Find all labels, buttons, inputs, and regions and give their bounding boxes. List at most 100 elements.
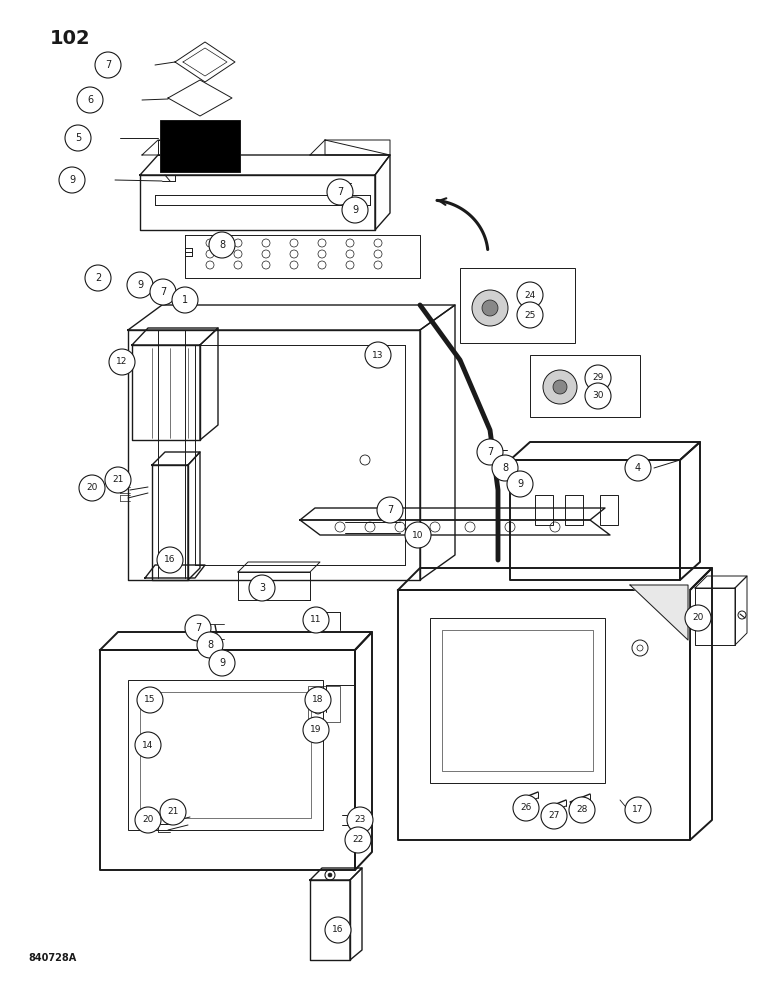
Circle shape (325, 917, 351, 943)
Circle shape (328, 873, 332, 877)
Text: 6: 6 (87, 95, 93, 105)
Circle shape (105, 467, 131, 493)
Circle shape (625, 455, 651, 481)
Circle shape (585, 383, 611, 409)
Text: 27: 27 (548, 812, 560, 820)
Circle shape (342, 197, 368, 223)
Circle shape (472, 290, 508, 326)
Text: 11: 11 (310, 615, 321, 624)
Circle shape (249, 575, 275, 601)
Bar (565, 495, 583, 525)
Bar (600, 495, 618, 525)
Circle shape (77, 87, 103, 113)
Text: 9: 9 (352, 205, 358, 215)
Circle shape (209, 650, 235, 676)
Text: 840728A: 840728A (28, 953, 76, 963)
Circle shape (585, 365, 611, 391)
Text: 18: 18 (312, 696, 324, 704)
Bar (430, 618, 605, 783)
Text: 21: 21 (112, 476, 124, 485)
Text: 3: 3 (259, 583, 265, 593)
Text: 13: 13 (372, 351, 384, 360)
Circle shape (79, 475, 105, 501)
Text: 15: 15 (144, 696, 156, 704)
Text: 16: 16 (165, 556, 176, 564)
Circle shape (95, 52, 121, 78)
Bar (128, 680, 323, 830)
Circle shape (150, 279, 176, 305)
Circle shape (405, 522, 431, 548)
Circle shape (65, 125, 91, 151)
Text: 10: 10 (413, 530, 424, 540)
Text: 20: 20 (693, 613, 704, 622)
Text: 24: 24 (524, 290, 536, 300)
Text: 16: 16 (332, 926, 344, 934)
Text: 9: 9 (517, 479, 523, 489)
Circle shape (327, 179, 353, 205)
Circle shape (553, 380, 567, 394)
Text: 1: 1 (182, 295, 188, 305)
Text: 9: 9 (219, 658, 225, 668)
Text: 30: 30 (592, 391, 604, 400)
Text: 7: 7 (195, 623, 201, 633)
Circle shape (365, 342, 391, 368)
Text: 7: 7 (105, 60, 111, 70)
Text: 9: 9 (137, 280, 143, 290)
Circle shape (305, 687, 331, 713)
Bar (308, 686, 340, 722)
Polygon shape (630, 585, 688, 640)
Text: 28: 28 (576, 806, 587, 814)
Text: 12: 12 (116, 358, 128, 366)
Text: 23: 23 (354, 816, 366, 824)
Circle shape (109, 349, 135, 375)
Text: 21: 21 (168, 808, 179, 816)
Circle shape (157, 547, 183, 573)
Bar (140, 692, 311, 818)
Text: 19: 19 (310, 726, 321, 734)
Bar (160, 120, 240, 172)
Text: 7: 7 (487, 447, 493, 457)
Circle shape (347, 807, 373, 833)
Text: 7: 7 (160, 287, 166, 297)
Circle shape (513, 795, 539, 821)
Circle shape (507, 471, 533, 497)
Circle shape (303, 607, 329, 633)
Text: 2: 2 (95, 273, 101, 283)
Circle shape (477, 439, 503, 465)
Circle shape (197, 632, 223, 658)
Text: 102: 102 (50, 28, 90, 47)
Circle shape (172, 287, 198, 313)
Text: 22: 22 (353, 836, 363, 844)
Text: 20: 20 (142, 816, 154, 824)
Circle shape (160, 799, 186, 825)
Circle shape (625, 797, 651, 823)
Circle shape (482, 300, 498, 316)
Text: 8: 8 (207, 640, 213, 650)
Text: 4: 4 (635, 463, 641, 473)
Bar (530, 355, 640, 417)
Circle shape (492, 455, 518, 481)
Circle shape (685, 605, 711, 631)
Text: 5: 5 (75, 133, 81, 143)
Circle shape (517, 302, 543, 328)
Circle shape (303, 717, 329, 743)
Circle shape (541, 803, 567, 829)
Circle shape (569, 797, 595, 823)
Circle shape (377, 497, 403, 523)
Text: 29: 29 (592, 373, 604, 382)
Text: 26: 26 (520, 804, 532, 812)
Circle shape (543, 370, 577, 404)
Circle shape (85, 265, 111, 291)
Circle shape (59, 167, 85, 193)
Bar (442, 630, 593, 771)
Text: 25: 25 (524, 310, 536, 320)
Text: 8: 8 (502, 463, 508, 473)
Circle shape (135, 807, 161, 833)
Circle shape (135, 732, 161, 758)
Circle shape (127, 272, 153, 298)
Circle shape (345, 827, 371, 853)
Circle shape (209, 232, 235, 258)
Text: 7: 7 (337, 187, 343, 197)
Text: 17: 17 (633, 806, 644, 814)
Circle shape (517, 282, 543, 308)
